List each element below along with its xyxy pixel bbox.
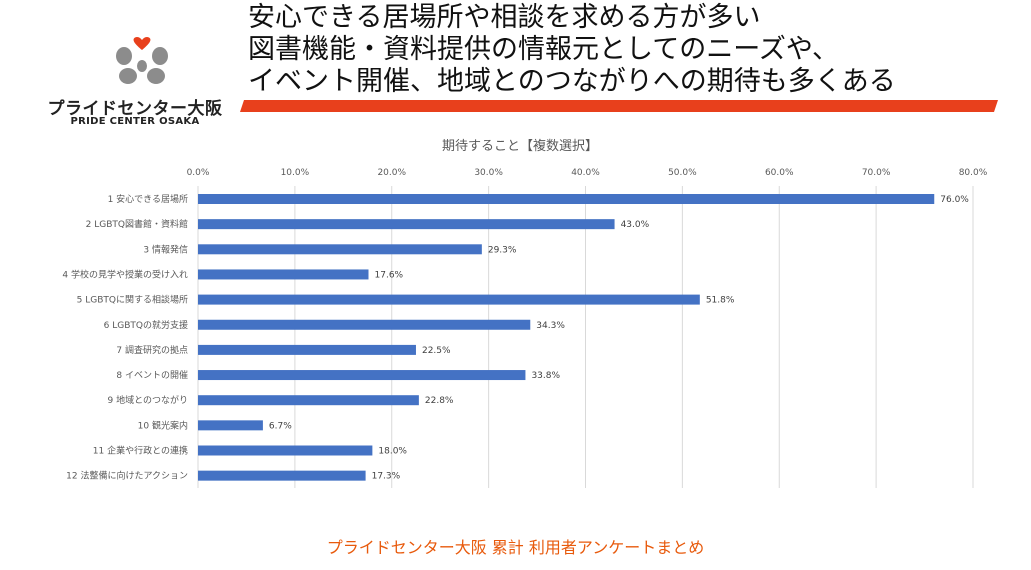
x-tick-label: 20.0% [377,168,406,178]
x-tick-label: 40.0% [571,168,600,178]
data-label: 51.8% [706,296,735,306]
bar-chart: 期待すること【複数選択】 0.0% 10.0% 20.0% 30.0% 40.0% 50.… [62,138,988,488]
headline-underline [240,100,998,112]
heart-icon [133,36,151,50]
headline-line-3: イベント開催、地域とのつながりへの期待も多くある [248,66,896,97]
bar [198,420,263,431]
pride-center-logo-icon [116,36,168,84]
bar [198,344,416,355]
logo-name-jp: プライドセンター大阪 [47,99,223,119]
x-tick-label: 80.0% [959,168,988,178]
bar [198,194,935,204]
bar [198,395,419,406]
chart-title: 期待すること【複数選択】 [442,138,598,154]
category-label: 1 安心できる居場所 [108,193,188,205]
bar [198,219,615,230]
headline: 安心できる居場所や相談を求める方が多い 図書機能・資料提供の情報元としてのニーズ… [248,2,1008,98]
data-label: 17.3% [372,472,401,482]
x-tick-label: 0.0% [187,168,210,178]
category-label: 4 学校の見学や授業の受け入れ [62,268,188,280]
data-label: 43.0% [621,220,650,230]
data-label: 6.7% [269,421,292,431]
x-tick-label: 50.0% [668,168,697,178]
data-label: 22.8% [425,396,454,406]
x-tick-label: 30.0% [474,168,503,178]
headline-line-2: 図書機能・資料提供の情報元としてのニーズや、 [248,34,840,65]
category-label: 5 LGBTQに関する相談場所 [77,294,188,306]
x-tick-label: 70.0% [862,168,891,178]
data-label: 76.0% [940,195,969,205]
data-label: 22.5% [422,346,451,356]
data-label: 33.8% [531,371,560,381]
bar [198,294,700,305]
x-tick-label: 10.0% [281,168,310,178]
data-label: 18.0% [378,447,407,457]
data-label: 17.6% [375,270,404,280]
x-tick-label: 60.0% [765,168,794,178]
bar [198,370,526,381]
category-label: 12 法整備に向けたアクション [66,470,188,482]
category-label: 6 LGBTQの就労支援 [104,319,188,331]
category-label: 8 イベントの開催 [116,369,188,381]
footer-caption: プライドセンター大阪 累計 利用者アンケートまとめ [326,538,705,557]
category-label: 9 地域とのつながり [108,394,189,406]
bar [198,244,482,255]
bar [198,269,369,280]
category-label: 10 観光案内 [138,419,188,431]
category-label: 7 調査研究の拠点 [116,344,188,356]
data-label: 29.3% [488,245,517,255]
category-label: 11 企業や行政との連携 [93,445,188,457]
data-label: 34.3% [536,321,565,331]
headline-line-1: 安心できる居場所や相談を求める方が多い [248,2,761,33]
bar [198,319,531,330]
bar [198,470,366,481]
logo-name-en: PRIDE CENTER OSAKA [70,116,200,127]
category-label: 3 情報発信 [143,243,188,255]
logo: プライドセンター大阪 PRIDE CENTER OSAKA [30,36,222,127]
bar [198,445,373,456]
category-label: 2 LGBTQ図書館・資料館 [86,218,188,230]
logo-petals [116,47,168,84]
